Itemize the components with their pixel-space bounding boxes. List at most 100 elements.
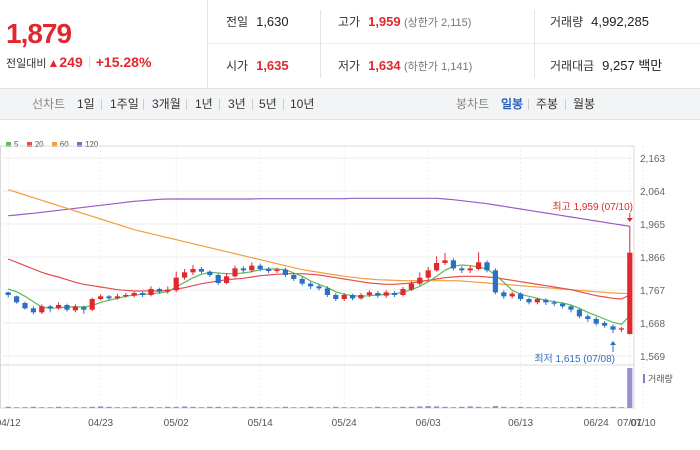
volume-bar bbox=[123, 407, 129, 408]
x-tick-label: 04/12 bbox=[0, 418, 21, 429]
candle-body bbox=[459, 268, 465, 271]
candle-body bbox=[610, 326, 616, 330]
x-tick-label: 06/24 bbox=[584, 418, 609, 429]
candle-body bbox=[232, 268, 238, 277]
candle-body bbox=[47, 306, 53, 309]
up-triangle-icon: ▲ bbox=[47, 56, 60, 70]
volume-bar bbox=[215, 406, 221, 408]
toolbar-divider bbox=[528, 99, 529, 110]
volume-bar bbox=[299, 407, 305, 408]
volume-bar bbox=[551, 407, 557, 408]
change-row: 전일대비▲249 +15.28% bbox=[6, 54, 151, 71]
info-divider bbox=[534, 10, 535, 78]
volume-bar bbox=[173, 406, 179, 408]
volume-bar bbox=[501, 406, 507, 408]
candle-body bbox=[215, 275, 221, 283]
change-divider bbox=[88, 56, 90, 68]
y-tick-label: 1,965 bbox=[640, 220, 665, 231]
period-1w-button[interactable]: 1주일 bbox=[110, 97, 139, 111]
volume-bar bbox=[366, 407, 373, 408]
period-10y-button[interactable]: 10년 bbox=[290, 97, 315, 111]
volume-bar bbox=[559, 407, 566, 408]
info-divider bbox=[320, 10, 321, 78]
chart-axes: 2,163 2,064 1,965 1,866 1,767 1,668 1,569 04/12… bbox=[0, 154, 673, 429]
volume-bar bbox=[232, 406, 238, 408]
candle-body bbox=[492, 270, 499, 293]
volume-bar bbox=[114, 407, 121, 408]
x-tick-label: 06/13 bbox=[508, 418, 533, 429]
volume-bar bbox=[207, 406, 213, 408]
period-1d-button[interactable]: 1일 bbox=[77, 97, 95, 111]
volume-legend-swatch bbox=[643, 374, 645, 383]
volume-bar bbox=[148, 406, 154, 408]
volume-bar bbox=[190, 406, 196, 408]
volume-bar bbox=[534, 407, 541, 408]
candle-body bbox=[501, 292, 507, 297]
candle-body bbox=[131, 293, 137, 296]
candle-body bbox=[433, 263, 440, 271]
period-3y-button[interactable]: 3년 bbox=[228, 97, 246, 111]
volume-bar bbox=[433, 406, 440, 408]
legend-ma60: 60 bbox=[51, 140, 69, 149]
candle-body bbox=[123, 295, 129, 297]
low-cell: 저가 1,634 (하한가 1,141) bbox=[338, 44, 472, 88]
volume-bar bbox=[576, 406, 583, 408]
toolbar-divider bbox=[186, 99, 187, 110]
volume-bar bbox=[349, 407, 356, 408]
ma20-line bbox=[7, 258, 631, 300]
quote-row-1: 전일 1,630 고가 1,959 (상한가 2,115) 거래량 4,992,285 bbox=[208, 0, 700, 44]
period-5y-button[interactable]: 5년 bbox=[259, 97, 277, 111]
volume-bar bbox=[223, 407, 230, 408]
candle-body bbox=[400, 289, 406, 295]
volume-value: 4,992,285 bbox=[591, 14, 649, 29]
weekly-candle-button[interactable]: 주봉 bbox=[536, 97, 559, 111]
volume-bar bbox=[39, 407, 45, 408]
high-value: 1,959 bbox=[368, 14, 401, 29]
legend-ma5-label: 5 bbox=[14, 140, 19, 149]
period-1y-button[interactable]: 1년 bbox=[195, 97, 213, 111]
volume-bar bbox=[131, 406, 137, 408]
candle-body bbox=[341, 295, 347, 299]
volume-bar bbox=[22, 407, 28, 408]
current-price: 1,879 bbox=[6, 18, 72, 49]
volume-bar bbox=[408, 406, 415, 408]
candle-body bbox=[5, 292, 11, 295]
candle-body bbox=[618, 328, 625, 330]
candle-body bbox=[559, 303, 566, 307]
volume-bar bbox=[400, 406, 406, 408]
volume-bar bbox=[391, 407, 398, 408]
candle-body bbox=[39, 306, 45, 313]
candle-body bbox=[165, 289, 171, 292]
volume-bar bbox=[97, 406, 104, 408]
volume-label: 거래량 bbox=[550, 15, 584, 29]
volume-bar bbox=[484, 407, 490, 408]
volume-bar bbox=[257, 406, 263, 408]
candle-body bbox=[450, 260, 457, 269]
period-3m-button[interactable]: 3개월 bbox=[152, 97, 181, 111]
toolbar-divider bbox=[252, 99, 253, 110]
volume-bar bbox=[517, 406, 524, 408]
monthly-candle-button[interactable]: 월봉 bbox=[573, 97, 596, 111]
y-tick-label: 1,767 bbox=[640, 286, 665, 297]
volume-bar bbox=[526, 407, 532, 408]
candle-body bbox=[568, 306, 574, 310]
candle-body bbox=[223, 276, 230, 283]
volume-bar bbox=[568, 407, 574, 408]
volume-bar bbox=[459, 406, 465, 408]
daily-candle-button[interactable]: 일봉 bbox=[501, 97, 524, 111]
candle-body bbox=[442, 260, 448, 263]
volume-bar bbox=[425, 406, 431, 408]
toolbar-divider bbox=[219, 99, 220, 110]
high-arrow-head bbox=[626, 218, 633, 222]
candle-body bbox=[64, 305, 70, 310]
toolbar-divider bbox=[565, 99, 566, 110]
price-summary: 1,879 전일대비▲249 +15.28% bbox=[0, 0, 208, 88]
chart-annotations: 최고 1,959 (07/10) 최저 1,615 (07/08) bbox=[534, 201, 633, 365]
candle-body bbox=[408, 283, 415, 290]
candle-body bbox=[475, 262, 482, 269]
upper-limit: (상한가 2,115) bbox=[403, 17, 472, 29]
volume-bar bbox=[198, 407, 205, 408]
plot-border bbox=[0, 145, 635, 409]
volume-bar bbox=[291, 407, 297, 408]
